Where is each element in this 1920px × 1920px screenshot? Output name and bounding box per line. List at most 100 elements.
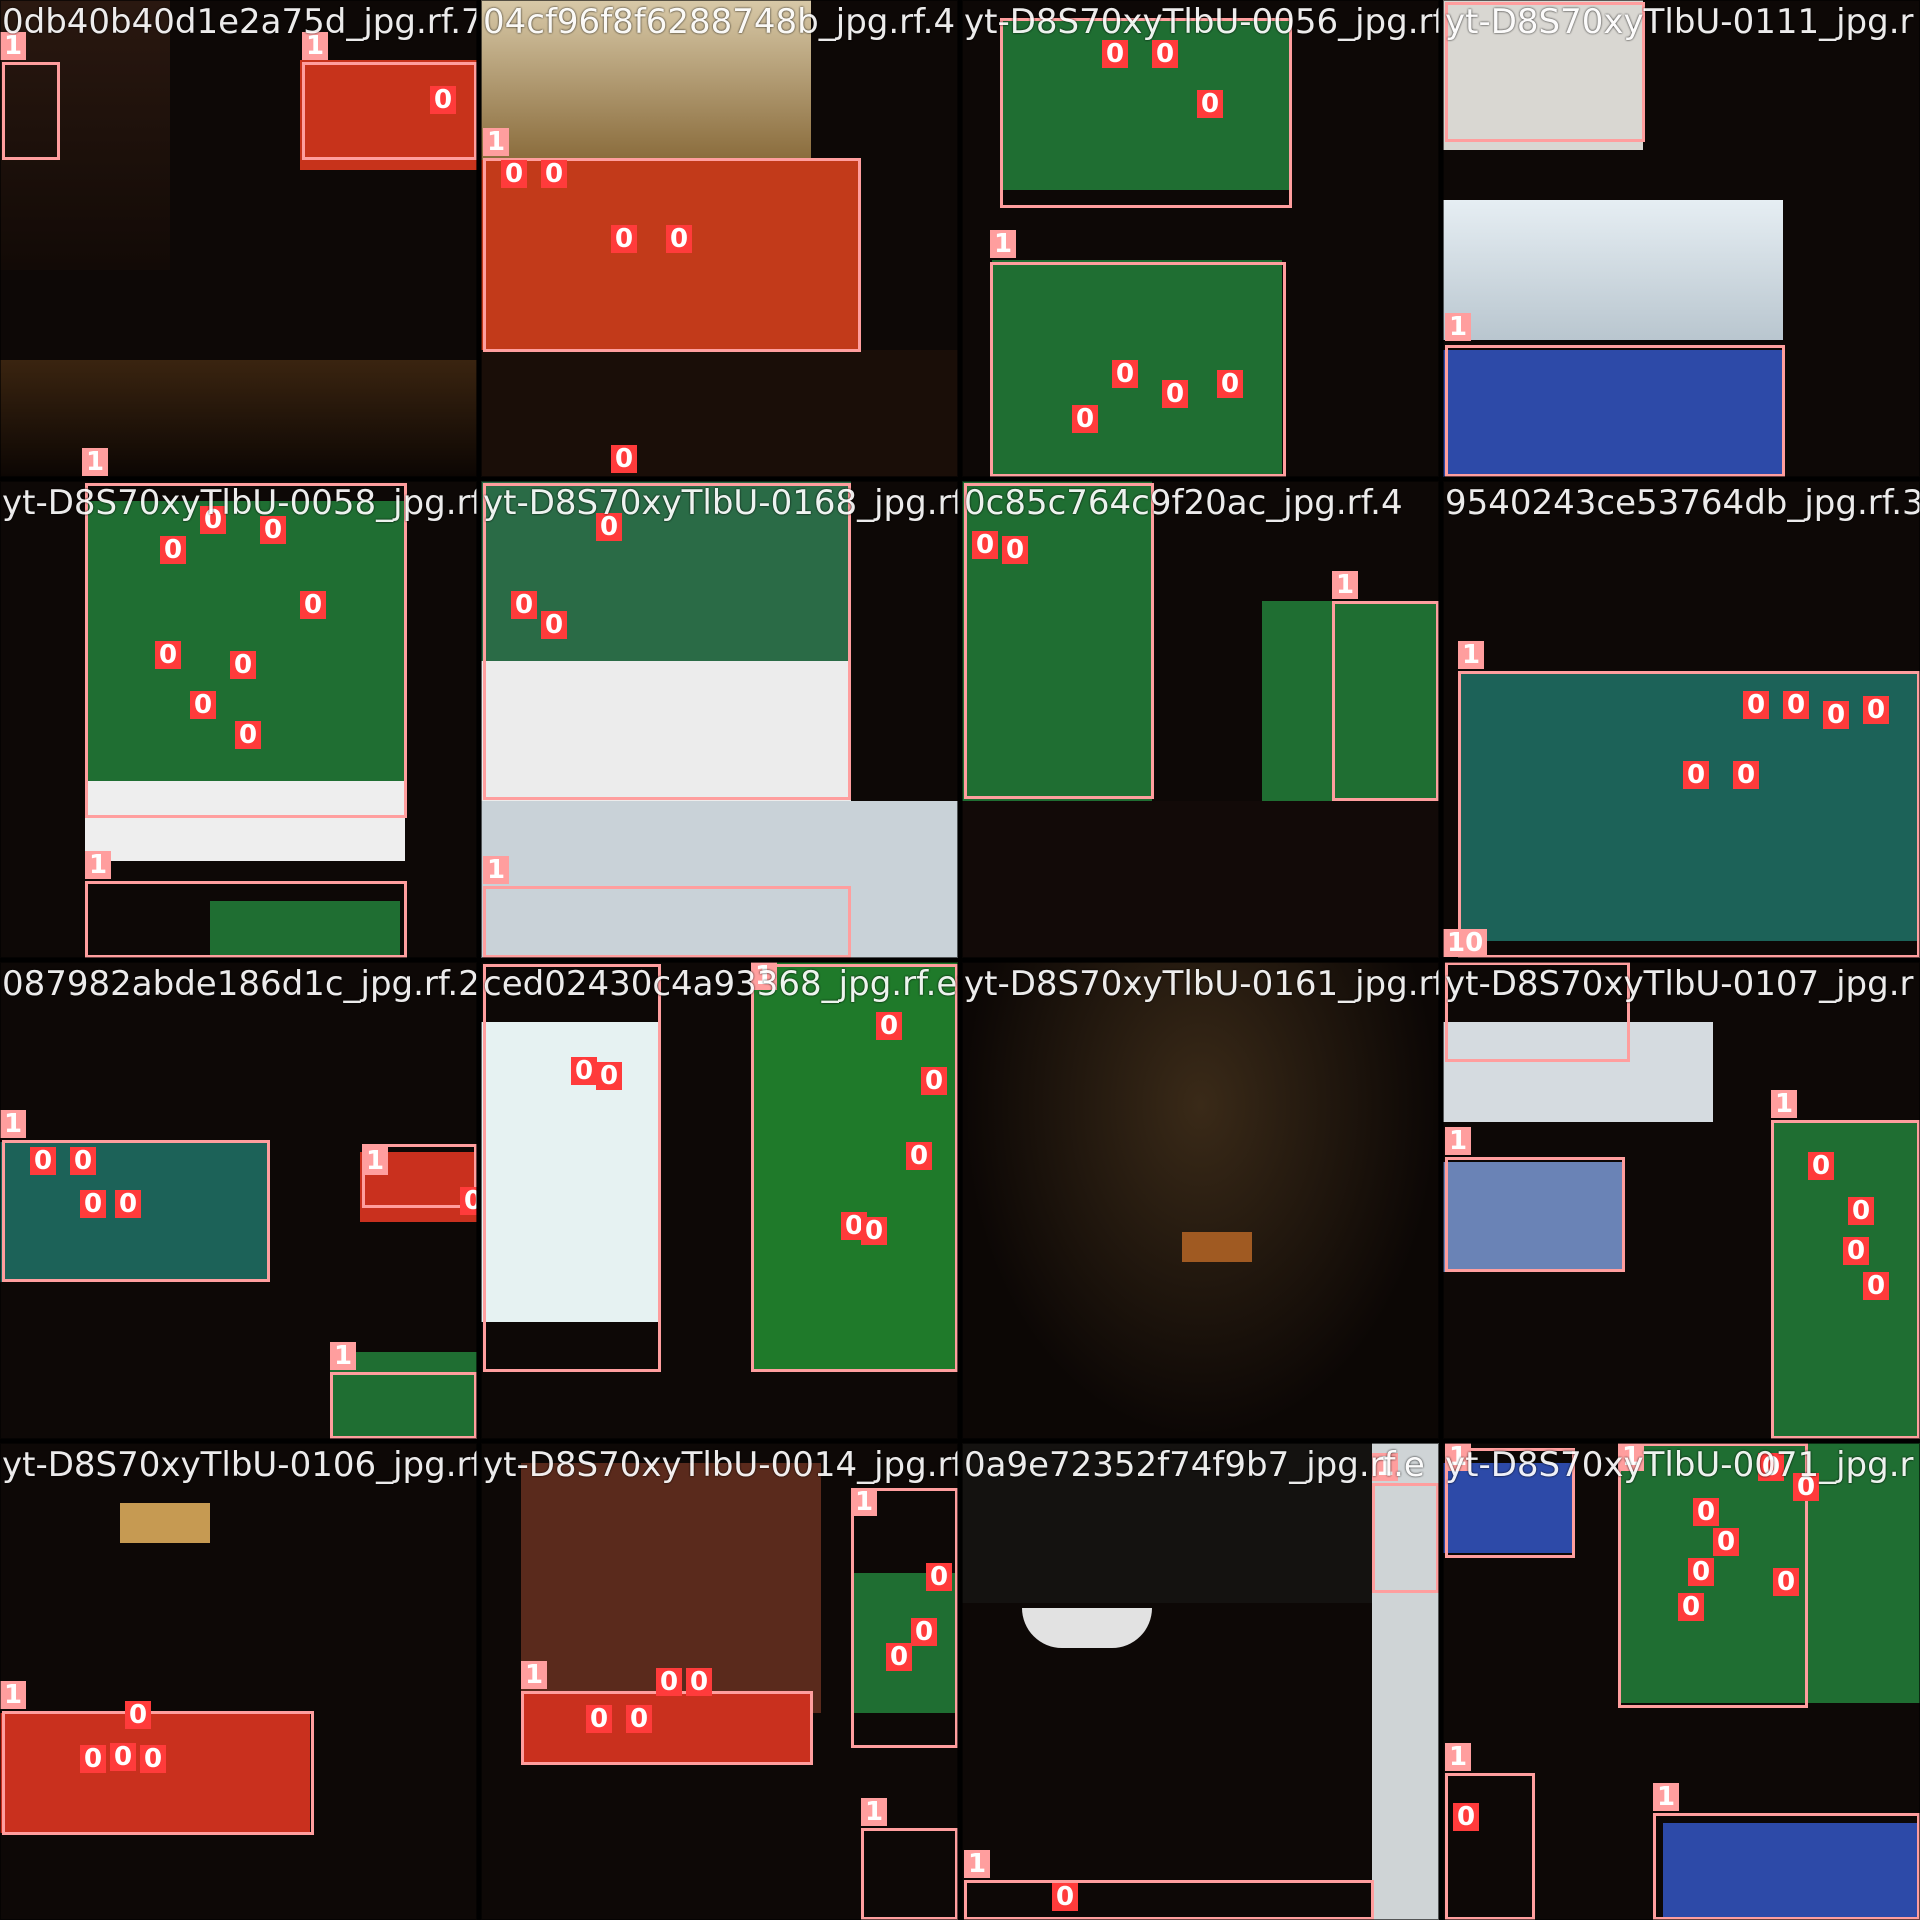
tile-title: 04cf96f8f6288748b_jpg.rf.4 [483,2,956,42]
tile-10: 1 0 0 0 0 0 0 0 ced02430c4a93368_jpg.rf.… [481,962,958,1439]
table-box [1445,1448,1575,1558]
tile-16: 1 1 1 1 0 0 0 0 0 0 0 0 yt-D8S70xyTlbU-0… [1443,1443,1920,1920]
table-box [1458,671,1920,958]
table-box [1372,1483,1439,1593]
table-box [861,1828,958,1920]
ball-label: 0 [80,1190,107,1218]
table-box [483,964,661,1372]
ball-label: 0 [886,1643,913,1671]
ball-label: 0 [1848,1197,1875,1225]
tile-2: 1 0 0 0 0 0 04cf96f8f6288748b_jpg.rf.4 [481,0,958,477]
table-label: 1 [851,1488,878,1516]
tile-title: 0c85c764c9f20ac_jpg.rf.4 [964,483,1403,523]
tile-title: yt-D8S70xyTlbU-0058_jpg.rf [2,483,477,523]
tile-title: yt-D8S70xyTlbU-0071_jpg.r [1445,1445,1914,1485]
ball-label: 0 [160,536,187,564]
ball-label: 0 [1162,380,1189,408]
tile-title: 0a9e72352f74f9b7_jpg.rf.e [964,1445,1425,1485]
table-label: 1 [1771,1090,1798,1118]
tile-13: 1 0 0 0 0 yt-D8S70xyTlbU-0106_jpg.rf [0,1443,477,1920]
ball-label: 0 [686,1668,713,1696]
table-box [483,483,851,800]
ball-label: 0 [1052,1883,1079,1911]
ball-label: 0 [155,641,182,669]
ball-label: 0 [200,506,227,534]
table-label: 1 [0,1681,27,1709]
tile-title: 087982abde186d1c_jpg.rf.2 [2,964,477,1004]
table-box [964,1880,1374,1920]
table-label: 1 [483,856,510,884]
ball-label: 0 [501,160,528,188]
table-label: 1 [85,851,112,879]
ball-label: 0 [911,1618,938,1646]
ball-label: 0 [1783,691,1810,719]
ball-label: 0 [1072,405,1099,433]
ball-label: 0 [430,86,457,114]
table-label: 1 [362,1147,389,1175]
table-box [1332,601,1439,801]
ball-label: 0 [1683,761,1710,789]
table-box [1445,1157,1625,1272]
table-box [1618,1443,1808,1708]
ball-label: 0 [140,1745,167,1773]
table-box [751,964,958,1372]
table-box [521,1691,813,1765]
ball-label: 0 [926,1563,953,1591]
table-label: 1 [964,1850,991,1878]
table-label: 1 [330,1342,357,1370]
ball-label: 0 [1678,1593,1705,1621]
table-box [1445,962,1630,1062]
ball-label: 0 [666,225,693,253]
ball-label: 0 [511,591,538,619]
ball-label: 0 [1102,40,1129,68]
table-box [1445,1773,1535,1920]
ball-label: 0 [80,1745,107,1773]
table-box [1771,1120,1920,1439]
tile-3: 1 0 0 0 0 0 0 0 yt-D8S70xyTlbU-0056_jpg.… [962,0,1439,477]
table-box [1000,18,1292,208]
tile-title: 9540243ce53764db_jpg.rf.3 [1445,483,1920,523]
ball-label: 0 [571,1057,598,1085]
table-label: 1 [82,448,109,476]
table-label: 1 [521,1661,548,1689]
ball-label: 0 [586,1705,613,1733]
table-label: 1 [1653,1783,1680,1811]
table-box [1445,345,1785,477]
table-label: 1 [1445,313,1472,341]
ball-label: 0 [626,1705,653,1733]
table-label: 1 [483,128,510,156]
table-label: 1 [1332,571,1359,599]
ball-label: 0 [596,513,623,541]
table-label: 1 [1445,1127,1472,1155]
tile-9: 1 1 1 0 0 0 0 0 087982abde186d1c_jpg.rf.… [0,962,477,1439]
ball-label: 0 [1863,696,1890,724]
ball-label: 0 [235,721,262,749]
table-box [302,62,477,160]
ball-label: 0 [1758,1453,1785,1481]
table-box [1445,2,1645,142]
ball-label: 0 [1773,1568,1800,1596]
ball-label: 0 [1197,90,1224,118]
table-label: 1 [1445,1743,1472,1771]
table-label: 10 [1443,929,1488,957]
ball-label: 0 [190,691,217,719]
ball-label: 0 [611,445,638,473]
table-box [2,1140,270,1282]
tile-title: 0db40b40d1e2a75d_jpg.rf.7 [2,2,477,42]
tile-1: 1 1 0 1 0db40b40d1e2a75d_jpg.rf.7 [0,0,477,477]
ball-label: 0 [596,1062,623,1090]
table-box [2,1711,314,1835]
tile-title: yt-D8S70xyTlbU-0106_jpg.rf [2,1445,477,1485]
ball-label: 0 [656,1668,683,1696]
ball-label: 0 [876,1012,903,1040]
ball-label: 0 [906,1142,933,1170]
table-box [85,483,407,818]
ball-label: 0 [861,1217,888,1245]
tile-title: yt-D8S70xyTlbU-0014_jpg.rf [483,1445,958,1485]
table-box [964,483,1154,799]
tile-title: yt-D8S70xyTlbU-0161_jpg.rf [964,964,1439,1004]
ball-label: 0 [230,651,257,679]
ball-label: 0 [460,1187,477,1215]
ball-label: 0 [541,160,568,188]
tile-4: 1 yt-D8S70xyTlbU-0111_jpg.r [1443,0,1920,477]
